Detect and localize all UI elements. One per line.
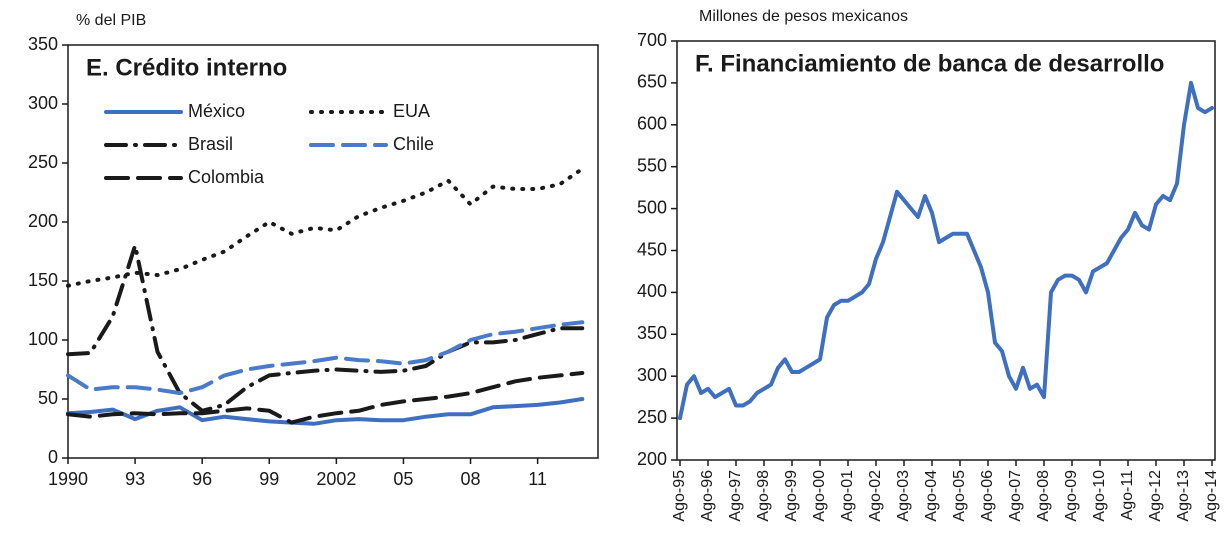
x-tick-label: Ago-09 [1063, 470, 1080, 522]
plot-frame [676, 40, 1216, 461]
y-tick-label: 250 [637, 407, 667, 427]
x-tick-label: Ago-12 [1147, 470, 1164, 522]
y-tick-label: 700 [637, 30, 667, 50]
y-tick-label: 50 [38, 388, 58, 408]
x-tick-label: Ago-00 [811, 470, 828, 522]
x-tick-label: Ago-08 [1035, 470, 1052, 522]
y-tick-label: 400 [637, 281, 667, 301]
x-tick-label: Ago-06 [979, 470, 996, 522]
x-tick-label: Ago-98 [755, 470, 772, 522]
x-tick-label: 08 [461, 469, 481, 489]
series-line [66, 371, 585, 425]
y-tick-label: 300 [28, 93, 58, 113]
x-tick-label: Ago-02 [867, 470, 884, 522]
axis-label: Millones de pesos mexicanos [699, 8, 908, 25]
y-tick-label: 650 [637, 72, 667, 92]
series-line [66, 320, 585, 396]
series-line [66, 243, 585, 413]
x-tick-label: 96 [192, 469, 212, 489]
y-tick-label: 100 [28, 329, 58, 349]
x-tick-label: Ago-04 [923, 470, 940, 522]
chart-title: E. Crédito interno [86, 54, 287, 81]
x-tick-label: Ago-10 [1091, 470, 1108, 522]
x-tick-label: 05 [393, 469, 413, 489]
x-tick-label: Ago-13 [1175, 470, 1192, 522]
y-tick-label: 200 [28, 211, 58, 231]
y-tick-label: 450 [637, 239, 667, 259]
y-tick-label: 150 [28, 270, 58, 290]
x-tick-label: Ago-03 [895, 470, 912, 522]
y-tick-label: 0 [48, 447, 58, 467]
y-tick-label: 350 [637, 323, 667, 343]
legend-label: Brasil [188, 134, 233, 154]
legend-label: EUA [393, 101, 430, 121]
legend-label: Colombia [188, 167, 265, 187]
x-tick-label: Ago-11 [1119, 470, 1136, 521]
chart-title: F. Financiamiento de banca de desarrollo [695, 50, 1164, 77]
legend-label: México [188, 101, 245, 121]
x-tick-label: 99 [259, 469, 279, 489]
series-line [66, 166, 585, 288]
y-tick-label: 350 [28, 34, 58, 54]
x-tick-label: Ago-95 [671, 470, 688, 522]
axis-label: % del PIB [76, 12, 146, 29]
y-tick-label: 550 [637, 155, 667, 175]
plot-frame [67, 44, 599, 459]
y-tick-label: 500 [637, 197, 667, 217]
x-tick-label: Ago-01 [839, 470, 856, 522]
x-tick-label: Ago-14 [1203, 470, 1220, 522]
legend-label: Chile [393, 134, 434, 154]
x-tick-label: Ago-97 [727, 470, 744, 522]
series-line [678, 80, 1214, 421]
x-tick-label: Ago-07 [1007, 470, 1024, 522]
x-tick-label: 11 [528, 469, 547, 489]
y-tick-label: 300 [637, 365, 667, 385]
x-tick-label: Ago-05 [951, 470, 968, 522]
y-tick-label: 600 [637, 114, 667, 134]
y-tick-label: 200 [637, 449, 667, 469]
x-tick-label: 2002 [316, 469, 356, 489]
series-line [66, 397, 585, 426]
x-tick-label: Ago-96 [699, 470, 716, 522]
x-tick-label: 93 [125, 469, 145, 489]
x-tick-label: Ago-99 [783, 470, 800, 522]
x-tick-label: 1990 [48, 469, 88, 489]
y-tick-label: 250 [28, 152, 58, 172]
